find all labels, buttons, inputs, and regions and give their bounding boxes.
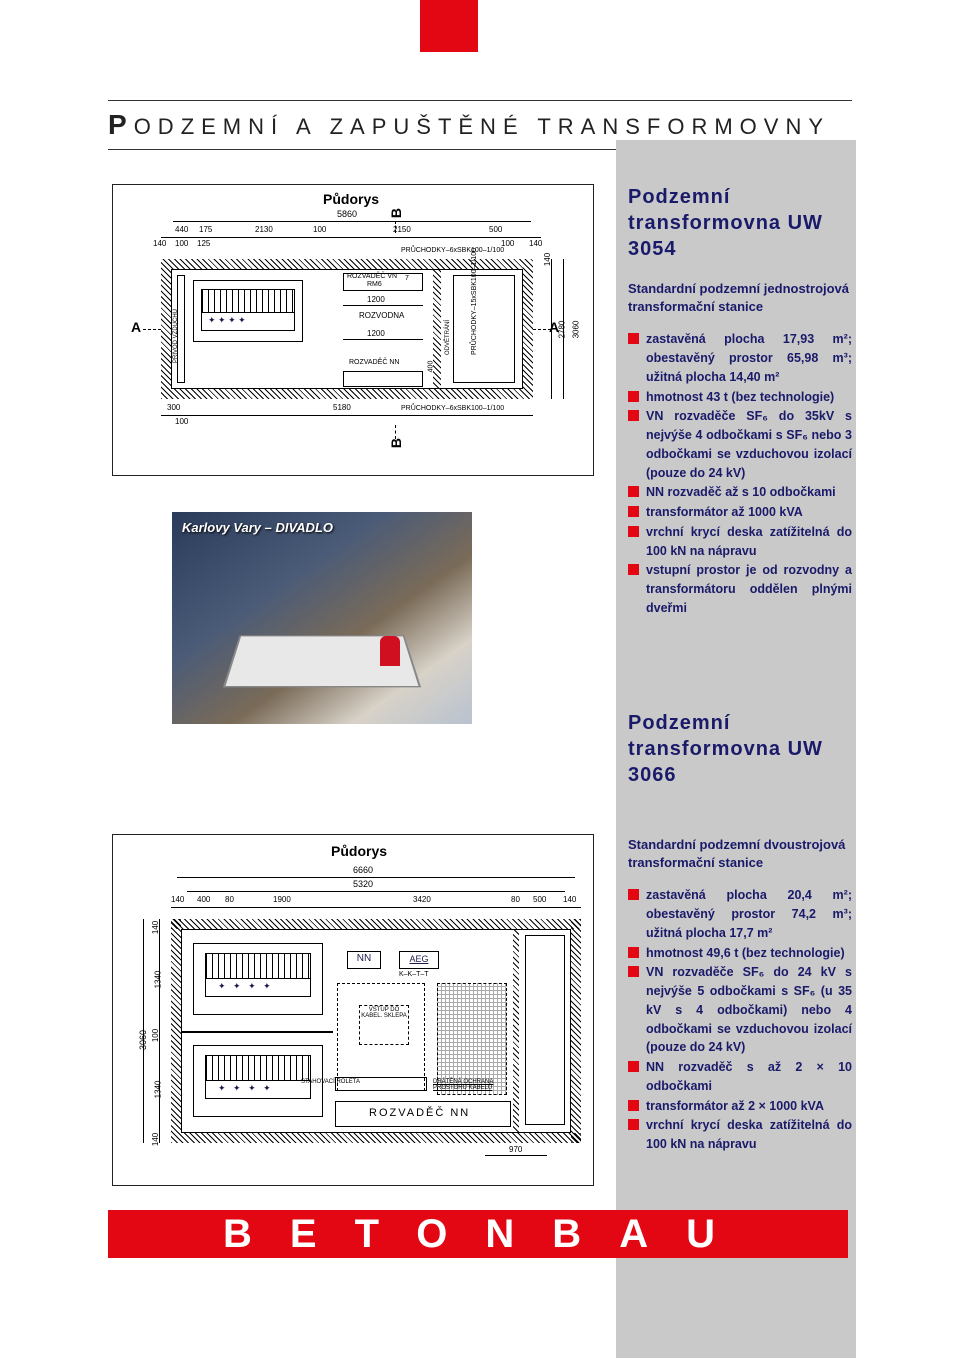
- spec-item: zastavěná plocha 20,4 m²; obestavěný pro…: [628, 886, 852, 942]
- section3-specs: zastavěná plocha 20,4 m²; obestavěný pro…: [628, 886, 852, 1154]
- section1-subtitle: Standardní podzemní jednostrojová transf…: [628, 280, 852, 316]
- section-b-marker: B: [388, 208, 404, 218]
- sidebar-section-1: Podzemní transformovna UW 3054 Standardn…: [628, 184, 852, 619]
- section1-title: Podzemní transformovna UW 3054: [628, 184, 852, 262]
- dim-5860: 5860: [337, 209, 357, 219]
- spec-item: vrchní krycí deska zatížitelná do 100 kN…: [628, 523, 852, 561]
- photo-caption: Karlovy Vary – DIVADLO: [182, 520, 333, 535]
- sidebar-section-3: Standardní podzemní dvoustrojová transfo…: [628, 836, 852, 1155]
- header-leading: P: [108, 109, 134, 140]
- red-tab: [420, 0, 478, 52]
- spec-item: vrchní krycí deska zatížitelná do 100 kN…: [628, 1116, 852, 1154]
- sidebar-section-2: Podzemní transformovna UW 3066: [628, 710, 852, 806]
- spec-item: transformátor až 1000 kVA: [628, 503, 852, 522]
- spec-item: hmotnost 43 t (bez technologie): [628, 388, 852, 407]
- section1-specs: zastavěná plocha 17,93 m²; obestavěný pr…: [628, 330, 852, 617]
- footer-brand: BETONBAU: [108, 1210, 848, 1258]
- dimline: [173, 221, 531, 222]
- floorplan-drawing-1: Půdorys 5860 B 440 175 2130 100 2150 500…: [112, 184, 594, 476]
- spec-item: vstupní prostor je od rozvodny a transfo…: [628, 561, 852, 617]
- section2-title: Podzemní transformovna UW 3066: [628, 710, 852, 788]
- header-text: PODZEMNÍ A ZAPUŠTĚNÉ TRANSFORMOVNY: [108, 114, 830, 139]
- spec-item: zastavěná plocha 17,93 m²; obestavěný pr…: [628, 330, 852, 386]
- spec-item: NN rozvaděč s až 2 × 10 odbočkami: [628, 1058, 852, 1096]
- spec-item: NN rozvaděč až s 10 odbočkami: [628, 483, 852, 502]
- spec-item: VN rozvaděče SF₆ do 24 kV s nejvýše 5 od…: [628, 963, 852, 1057]
- spec-item: hmotnost 49,6 t (bez technologie): [628, 944, 852, 963]
- spec-item: transformátor až 2 × 1000 kVA: [628, 1097, 852, 1116]
- spec-item: VN rozvaděče SF₆ do 35kV s nejvýše 4 odb…: [628, 407, 852, 482]
- drawing2-title: Půdorys: [331, 843, 387, 859]
- header-rest: ODZEMNÍ A ZAPUŠTĚNÉ TRANSFORMOVNY: [134, 114, 830, 139]
- installation-photo: Karlovy Vary – DIVADLO: [172, 512, 472, 724]
- section3-subtitle: Standardní podzemní dvoustrojová transfo…: [628, 836, 852, 872]
- drawing1-title: Půdorys: [323, 191, 379, 207]
- floorplan-drawing-2: Půdorys 6660 5320 140 400 80 1900 3420 8…: [112, 834, 594, 1186]
